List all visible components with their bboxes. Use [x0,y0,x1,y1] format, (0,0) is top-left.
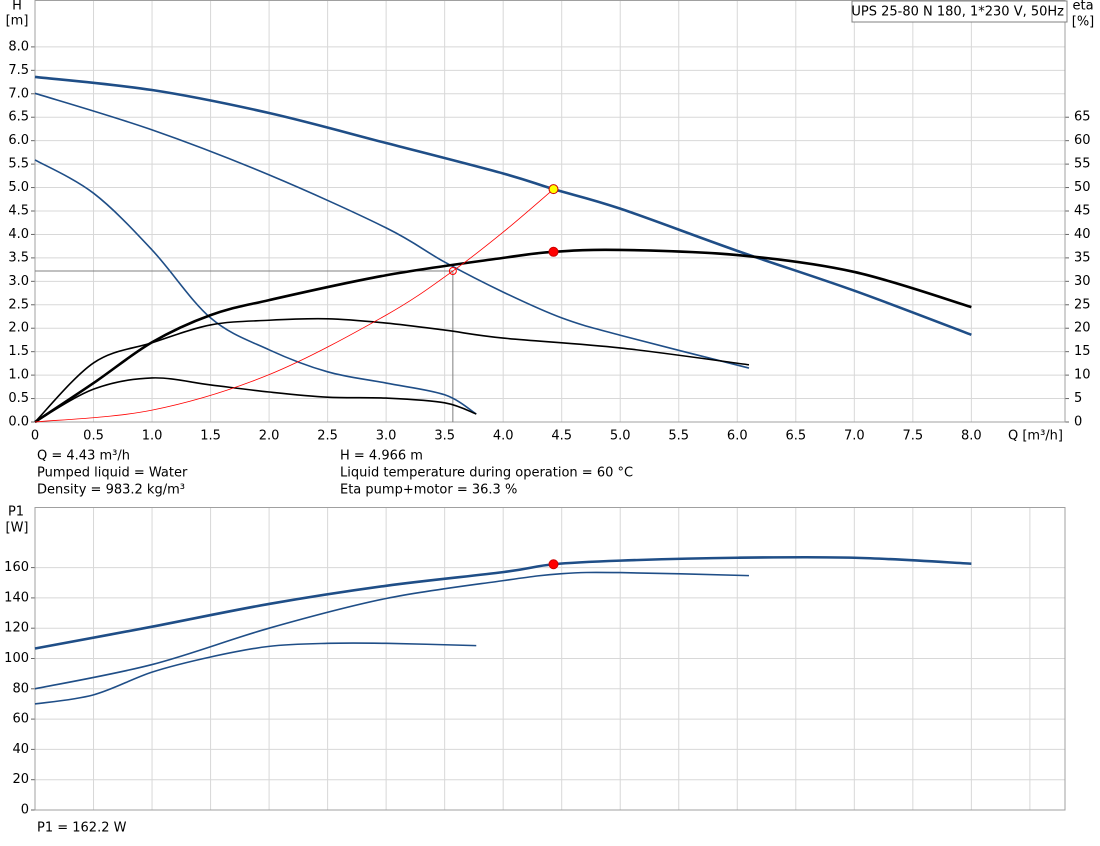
y-tick-label: 4.0 [8,227,29,242]
y-tick-label: 140 [4,590,29,605]
curve [34,188,554,423]
y-tick-label: 5.5 [8,157,29,172]
y-tick-label: 6.0 [8,133,29,148]
annotation: Q = 4.43 m³/h [37,449,130,464]
annotation: Liquid temperature during operation = 60… [340,466,633,481]
x-tick-label: 0.5 [83,429,104,444]
y-tick-label: 60 [12,712,29,727]
y-tick-label: 40 [12,742,29,757]
y2-tick-label: 65 [1074,110,1091,125]
plot-frame [34,507,1066,811]
y2-tick-label: 20 [1074,321,1091,336]
x-axis-label: Q [m³/h] [1008,429,1063,444]
chart-1: 0 20 40 60 80 100 120 140 160 P1[W] P1 = 162.2 W [4,505,1066,836]
x-tick-label: 1.0 [142,429,163,444]
guide-point [448,267,457,276]
x-tick-label: 8.0 [961,429,982,444]
y2-tick-label: 35 [1074,250,1091,265]
y2-axis-label: [%] [1072,15,1095,30]
operating-point [548,184,559,195]
y-tick-label: 0.5 [8,391,29,406]
title-box [851,0,1068,23]
annotation: P1 = 162.2 W [37,821,127,836]
x-tick-label: 1.5 [200,429,221,444]
y-tick-label: 5.0 [8,180,29,195]
curve [34,571,749,690]
y-tick-label: 20 [12,772,29,787]
y-tick-label: 80 [12,681,29,696]
operating-point [548,246,559,257]
x-tick-label: 4.0 [493,429,514,444]
x-tick-label: 2.5 [317,429,338,444]
x-tick-label: 5.5 [668,429,689,444]
curve [34,92,750,369]
y-tick-label: 1.5 [8,344,29,359]
operating-point [548,559,559,570]
annotation: H = 4.966 m [340,449,423,464]
curve [34,317,750,423]
y2-tick-label: 25 [1074,297,1091,312]
y-axis-label: H [12,0,22,14]
curve [34,75,972,337]
plot-frame [34,0,1066,423]
annotation: Eta pump+motor = 36.3 % [340,483,517,498]
y-axis-label: [W] [6,521,29,536]
y-tick-label: 2.0 [8,321,29,336]
y2-tick-label: 15 [1074,344,1091,359]
y-tick-label: 0 [21,803,29,818]
y-tick-label: 7.5 [8,63,29,78]
curve [34,555,972,650]
y-tick-label: 7.0 [8,86,29,101]
x-tick-label: 6.0 [727,429,748,444]
curve [34,642,477,705]
y2-tick-label: 60 [1074,133,1091,148]
curve [34,159,477,415]
y-tick-label: 4.5 [8,204,29,219]
x-tick-label: 3.0 [376,429,397,444]
curve [34,377,477,423]
y-tick-label: 100 [4,651,29,666]
x-tick-label: 5.0 [610,429,631,444]
y-axis-label: P1 [8,505,24,520]
y2-tick-label: 55 [1074,157,1091,172]
y-tick-label: 120 [4,621,29,636]
y-axis-label: [m] [6,14,29,29]
annotation: Density = 983.2 kg/m³ [37,483,185,498]
x-tick-label: 7.0 [844,429,865,444]
y2-axis-label: eta [1072,0,1093,14]
annotation: Pumped liquid = Water [37,466,188,481]
y2-tick-label: 5 [1074,391,1082,406]
y2-tick-label: 10 [1074,368,1091,383]
y-tick-label: 2.5 [8,297,29,312]
x-tick-label: 6.5 [785,429,806,444]
y2-tick-label: 0 [1074,415,1082,430]
y2-tick-label: 45 [1074,204,1091,219]
y2-tick-label: 40 [1074,227,1091,242]
y2-tick-label: 30 [1074,274,1091,289]
x-tick-label: 2.0 [259,429,280,444]
x-tick-label: 0 [31,429,39,444]
y-tick-label: 3.5 [8,250,29,265]
x-tick-label: 7.5 [902,429,923,444]
y-tick-label: 160 [4,560,29,575]
y-tick-label: 1.0 [8,368,29,383]
y-tick-label: 3.0 [8,274,29,289]
chart-title: UPS 25-80 N 180, 1*230 V, 50Hz [851,5,1064,20]
y-tick-label: 8.0 [8,39,29,54]
y-tick-label: 6.5 [8,110,29,125]
y-tick-label: 0.0 [8,415,29,430]
x-tick-label: 3.5 [434,429,455,444]
y2-tick-label: 50 [1074,180,1091,195]
chart-0: 0 0.5 1.0 1.5 2.0 2.5 3.0 3.5 4.0 4.5 5.0 5.5 6.0 6.5… [6,0,1095,498]
x-tick-label: 4.5 [551,429,572,444]
